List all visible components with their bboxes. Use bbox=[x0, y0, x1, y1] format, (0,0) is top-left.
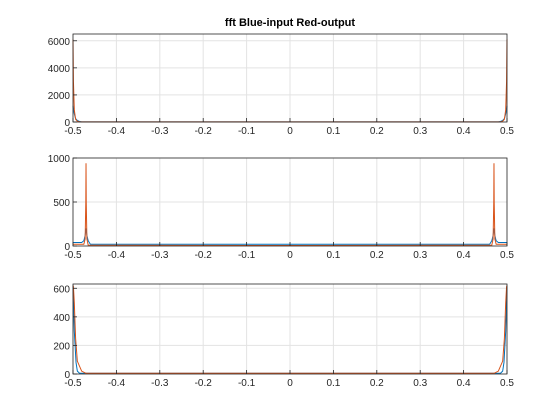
x-tick-label: -0.2 bbox=[195, 378, 213, 389]
x-tick-label: 0.1 bbox=[326, 378, 340, 389]
y-tick-label: 400 bbox=[53, 313, 70, 324]
x-tick-label: 0.4 bbox=[457, 250, 471, 261]
x-tick-label: 0.2 bbox=[370, 378, 384, 389]
x-tick-label: -0.1 bbox=[238, 250, 256, 261]
x-tick-label: -0.4 bbox=[108, 250, 126, 261]
x-tick-label: -0.4 bbox=[108, 378, 126, 389]
x-tick-label: 0.1 bbox=[326, 250, 340, 261]
y-tick-label: 200 bbox=[53, 341, 70, 352]
x-tick-label: 0.4 bbox=[457, 378, 471, 389]
subplot-panels: -0.5 -0.4 -0.3 -0.2 -0.1 0 0.1 0.2 0.3 0.4 0.5 0 200… bbox=[48, 33, 515, 389]
x-tick-label: 0 bbox=[287, 126, 293, 137]
x-tick-label: 0.3 bbox=[413, 126, 427, 137]
y-tick-label: 0 bbox=[64, 242, 70, 253]
x-tick-label: 0.5 bbox=[500, 250, 514, 261]
y-tick-label: 0 bbox=[64, 118, 70, 129]
x-tick-label: 0.2 bbox=[370, 126, 384, 137]
subplot-2: -0.5 -0.4 -0.3 -0.2 -0.1 0 0.1 0.2 0.3 0.4 0.5 0 500… bbox=[48, 154, 515, 261]
x-tick-label: -0.2 bbox=[195, 250, 213, 261]
x-tick-label: -0.5 bbox=[64, 378, 82, 389]
x-tick-label: -0.1 bbox=[238, 126, 256, 137]
x-tick-label: -0.1 bbox=[238, 378, 256, 389]
y-tick-label: 4000 bbox=[48, 64, 71, 75]
x-tick-label: 0.4 bbox=[457, 126, 471, 137]
y-tick-label: 2000 bbox=[48, 91, 71, 102]
x-tick-label: 0.5 bbox=[500, 378, 514, 389]
x-tick-label: 0.3 bbox=[413, 250, 427, 261]
x-tick-label: -0.3 bbox=[151, 250, 169, 261]
y-tick-label: 1000 bbox=[48, 154, 71, 165]
y-tick-label: 0 bbox=[64, 370, 70, 381]
x-tick-label: 0.2 bbox=[370, 250, 384, 261]
x-tick-label: -0.5 bbox=[64, 250, 82, 261]
subplot-1: -0.5 -0.4 -0.3 -0.2 -0.1 0 0.1 0.2 0.3 0.4 0.5 0 200… bbox=[48, 33, 514, 137]
y-tick-label: 500 bbox=[53, 198, 70, 209]
x-tick-label: 0.3 bbox=[413, 378, 427, 389]
y-tick-label: 600 bbox=[53, 284, 70, 295]
x-tick-label: -0.3 bbox=[151, 378, 169, 389]
x-tick-label: -0.3 bbox=[151, 126, 169, 137]
x-tick-label: 0 bbox=[287, 250, 293, 261]
x-tick-label: -0.5 bbox=[64, 126, 82, 137]
x-tick-label: -0.4 bbox=[108, 126, 126, 137]
x-tick-label: 0 bbox=[287, 378, 293, 389]
x-tick-label: 0.5 bbox=[500, 126, 514, 137]
subplot-3: -0.5 -0.4 -0.3 -0.2 -0.1 0 0.1 0.2 0.3 0.4 0.5 0 200… bbox=[53, 283, 514, 389]
y-tick-label: 6000 bbox=[48, 37, 71, 48]
x-tick-label: 0.1 bbox=[326, 126, 340, 137]
chart-title: fft Blue-input Red-output bbox=[225, 17, 355, 29]
x-tick-label: -0.2 bbox=[195, 126, 213, 137]
